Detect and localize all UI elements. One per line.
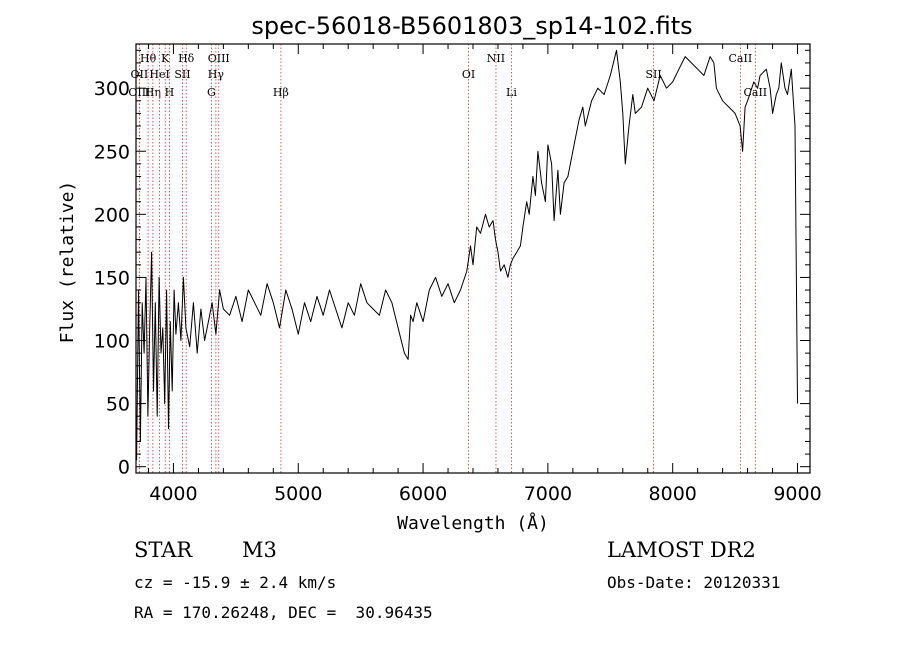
spectrum-series (136, 49, 798, 461)
x-tick-label: 9000 (773, 483, 821, 505)
redshift-info: cz = -15.9 ± 2.4 km/s (134, 573, 337, 592)
obs-date: Obs-Date: 20120331 (607, 573, 781, 592)
spectral-line-label: CaII (729, 52, 753, 65)
spectral-line-label: HeI (149, 68, 169, 81)
spectral-line-label: OIII (128, 86, 150, 99)
spectral-line-label: SII (645, 68, 661, 81)
y-tick-label: 300 (94, 78, 130, 100)
spectral-line-label: Hβ (273, 86, 289, 99)
spectral-line-label: K (161, 52, 170, 65)
spectral-line-label: NII (487, 52, 505, 65)
spectral-line-label: Li (506, 86, 517, 99)
spectral-line-label: OIII (208, 52, 230, 65)
x-tick-label: 6000 (399, 483, 447, 505)
x-tick-label: 4000 (149, 483, 197, 505)
spectral-line-label: Hθ (140, 52, 157, 65)
axis-ticks: 4000 5000 6000 7000 8000 9000 0 50 100 150 200 250 3… (94, 44, 822, 505)
y-axis-title: Flux (relative) (57, 181, 78, 344)
plot-frame (135, 43, 811, 474)
y-tick-label: 200 (94, 204, 130, 226)
x-tick-label: 8000 (649, 483, 697, 505)
spectral-line-label: OII (131, 68, 149, 81)
y-tick-label: 150 (94, 267, 130, 289)
chart-title: spec-56018-B5601803_sp14-102.fits (251, 12, 692, 40)
spectral-line-label: H (165, 86, 175, 99)
spectral-line-label: Hγ (208, 68, 225, 81)
y-tick-label: 100 (94, 331, 130, 353)
spectral-line-label: OI (462, 68, 475, 81)
object-subclass: M3 (242, 538, 277, 562)
x-axis-title: Wavelength (Å) (397, 512, 549, 534)
object-class: STAR (134, 538, 193, 562)
spectral-line-label: CaII (743, 86, 767, 99)
survey-name: LAMOST DR2 (607, 538, 756, 562)
y-tick-label: 50 (106, 394, 130, 416)
spectral-line-label: G (207, 86, 216, 99)
spectral-line-markers: HθOIIOIIIHηHeIKHSIIHδGOIIIHγHβOINIILiSII… (128, 44, 767, 473)
y-tick-label: 0 (118, 457, 130, 479)
spectral-line-label: Hδ (178, 52, 195, 65)
coordinates: RA = 170.26248, DEC = 30.96435 (134, 603, 433, 622)
x-tick-label: 7000 (524, 483, 572, 505)
spectral-line-label: Hη (145, 86, 161, 99)
spectral-line-label: SII (174, 68, 190, 81)
y-tick-label: 250 (94, 141, 130, 163)
spectrum-line (136, 49, 798, 461)
x-tick-label: 5000 (274, 483, 322, 505)
